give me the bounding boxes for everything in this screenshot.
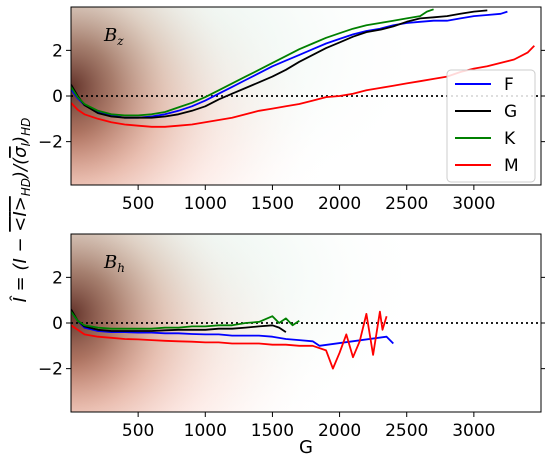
x-tick-label-3000-bottom: 3000 [452,421,495,441]
x-tick-label-2000-bottom: 2000 [318,421,361,441]
x-tick-label-1000-bottom: 1000 [184,421,227,441]
x-tick-label-1500-top: 1500 [251,194,294,214]
y-tick-label-1-bottom: 0 [52,314,63,334]
x-tick-label-2500-bottom: 2500 [385,421,428,441]
legend: F G K M [446,69,536,183]
y-axis-label: Î = (I − <I>HD)/(σI)HD [9,118,33,303]
x-ticks-top: 500 1000 1500 2000 2500 3000 [122,185,495,214]
series-line-k-top [71,8,434,117]
panel-label-top: Bz [103,25,124,48]
series-line-m-bottom [71,310,388,370]
x-tick-label-2000-top: 2000 [318,194,361,214]
x-tick-label-1000-top: 1000 [184,194,227,214]
x-tick-label-3000-top: 3000 [452,194,495,214]
y-tick-label-1-top: 0 [52,87,63,107]
x-axis-label: G [299,437,313,457]
y-tick-label-2-bottom: −2 [38,360,63,380]
y-tick-label-0-top: 2 [52,41,63,61]
panel-top: 500 1000 1500 2000 2500 3000 2 0 −2 Bz F G K M [38,6,545,214]
legend-label-k: K [504,129,516,149]
legend-label-m: M [504,156,519,176]
x-tick-label-500-bottom: 500 [122,421,154,441]
series-line-k-bottom [71,311,300,330]
y-ticks-bottom: 2 0 −2 [38,268,545,380]
legend-label-f: F [504,75,514,95]
y-tick-label-2-top: −2 [38,133,63,153]
series-line-g-bottom [71,308,287,333]
legend-box [446,69,536,183]
x-tick-label-1500-bottom: 1500 [251,421,294,441]
series-group-bottom [71,308,394,370]
series-line-g-top [71,9,488,119]
panel-bottom: 500 1000 1500 2000 2500 3000 2 0 −2 Bh G [38,233,545,457]
legend-label-g: G [504,102,517,122]
x-tick-label-500-top: 500 [122,194,154,214]
y-axis-label-text: Î = (I − <I>HD)/(σI)HD [9,118,33,303]
y-tick-label-0-bottom: 2 [52,268,63,288]
x-ticks-bottom: 500 1000 1500 2000 2500 3000 [122,412,495,441]
y-ticks-top: 2 0 −2 [38,41,545,153]
x-tick-label-2500-top: 2500 [385,194,428,214]
series-line-f-bottom [71,311,394,347]
panel-label-bottom: Bh [103,252,125,275]
